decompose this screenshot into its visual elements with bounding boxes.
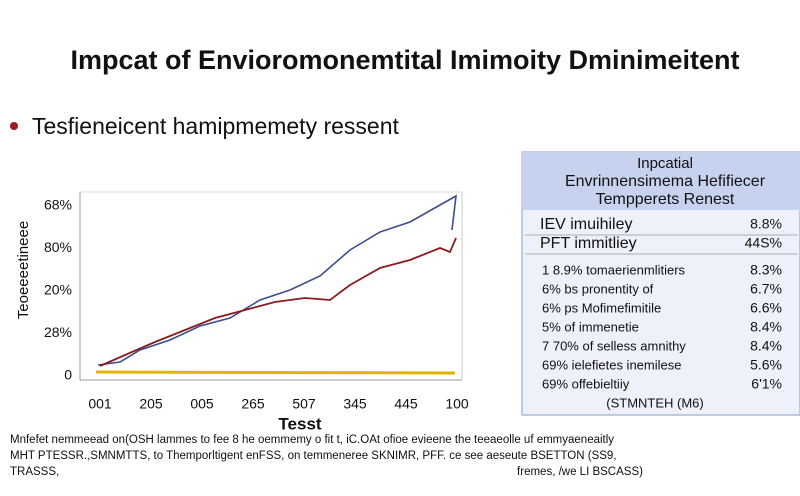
bullet-text: Tesfieneicent hamipmemety ressent: [32, 113, 399, 139]
table-title: Tempperets Renest: [596, 191, 735, 208]
x-tick-label: 445: [394, 396, 418, 412]
table-cell: 6% ps Mofimefimitile: [542, 300, 661, 315]
line-yellow: [95, 370, 456, 375]
table-cell: 8.8%: [750, 216, 782, 232]
table-cell: PFT immitliey: [540, 235, 637, 252]
x-axis-label: Tesst: [278, 414, 321, 433]
table-cell: 8.4%: [750, 338, 782, 354]
y-tick-label: 20%: [44, 282, 72, 298]
x-tick-label: 005: [190, 396, 214, 412]
y-axis-label: Teoeeeetineee: [15, 221, 32, 319]
table-cell: 1 8.9% tomaerienmlitiers: [542, 262, 686, 277]
footnote: Mnfefet nemmeead on(OSH lammes to fee 8 …: [10, 434, 614, 446]
table-cell: 8.4%: [750, 319, 782, 335]
line-red: [99, 237, 457, 367]
table-cell: 5.6%: [750, 357, 782, 373]
line-blue: [97, 194, 457, 366]
footnote: MHT PTESSR.,SMNMTTS, to Themporltigent e…: [10, 450, 617, 462]
y-tick-label: 28%: [44, 324, 72, 340]
table-cell: 8.3%: [750, 262, 782, 278]
table-cell: 5% of immenetie: [542, 319, 639, 334]
x-tick-label: 001: [88, 396, 112, 412]
x-tick-label: 100: [445, 396, 469, 412]
bullet-dot: [10, 122, 18, 130]
table-cell: IEV imuihiley: [540, 216, 632, 233]
table-cell: 6.7%: [750, 281, 782, 297]
table-title: Inpcatial: [637, 155, 693, 172]
table-title: Envrinnensimema Hefifiecer: [565, 173, 766, 190]
slide-title: Impcat of Envioromonemtital Imimoity Dmi…: [70, 45, 739, 75]
table-cell: 6'1%: [751, 376, 782, 392]
y-tick-label: 0: [64, 367, 72, 383]
y-tick-label: 68%: [44, 197, 72, 213]
y-tick-label: 80%: [44, 239, 72, 255]
footnote: fremes, /we LI BSCASS): [517, 466, 643, 478]
footnote: TRASSS,: [10, 466, 59, 478]
table-cell: 44S%: [745, 235, 782, 251]
table-footer: (STMNTEH (M6): [606, 395, 704, 410]
x-tick-label: 507: [292, 396, 316, 412]
x-tick-label: 345: [343, 396, 367, 412]
x-tick-label: 265: [241, 396, 265, 412]
table-cell: 6% bs pronentity of: [542, 281, 654, 296]
table-cell: 7 70% of selless amnithy: [542, 338, 686, 353]
table-cell: 69% offebieltiiy: [542, 376, 630, 391]
x-tick-label: 205: [139, 396, 163, 412]
table-cell: 69% ielefietes inemilese: [542, 357, 681, 372]
table-cell: 6.6%: [750, 300, 782, 316]
chart: 68% 80% 20% 28% 0 001 205 005 265 507 345 445 100 Te…: [15, 191, 469, 433]
table-header: [522, 152, 800, 210]
